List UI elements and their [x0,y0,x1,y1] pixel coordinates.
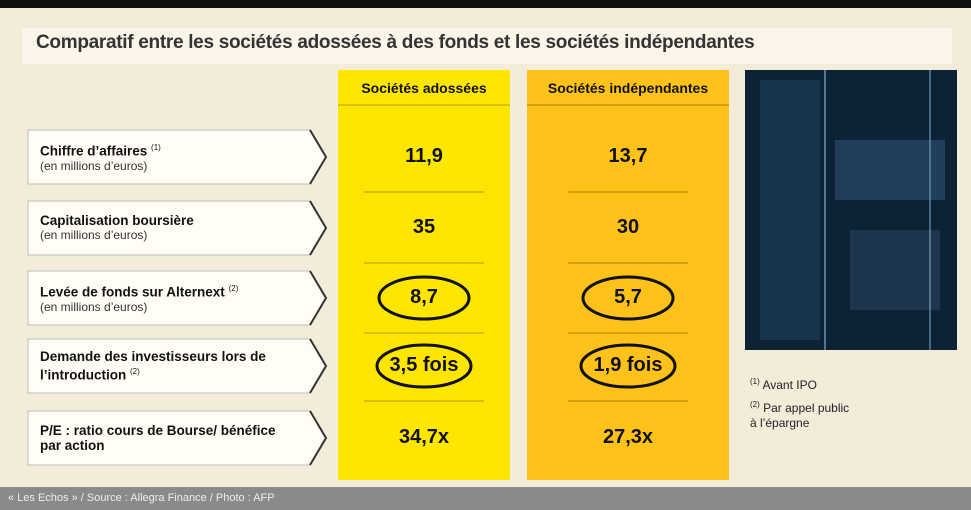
column-header: Sociétés indépendantes [537,80,719,96]
row-label: Demande des investisseurs lors de l’intr… [40,349,290,383]
cell-value: 34,7x [339,426,509,449]
photo-detail [835,140,945,200]
cell-value: 3,5 fois [339,354,509,377]
column-bg [527,70,729,480]
column-bg [338,70,510,480]
row-note: (1) [151,143,161,152]
cell-value: 13,7 [543,145,713,168]
cell-value: 11,9 [339,145,509,168]
cell-value: 5,7 [543,286,713,309]
photo-detail [760,80,820,340]
row-note: (2) [130,367,140,376]
cell-value: 30 [543,216,713,239]
row-note: (2) [229,284,239,293]
row-label: Capitalisation boursière(en millions d’e… [40,213,290,243]
top-bar [0,0,971,8]
row-label-text: Demande des investisseurs lors de l’intr… [40,349,266,383]
row-sublabel: (en millions d’euros) [40,159,290,174]
cell-value: 27,3x [543,426,713,449]
footnote-marker: (1) [750,377,760,386]
row-label-text: Chiffre d’affaires [40,144,147,159]
infographic: Comparatif entre les sociétés adossées à… [0,0,971,510]
row-label-text: Capitalisation boursière [40,213,194,228]
footnote-text: Par appel public à l’épargne [750,401,849,430]
column-header: Sociétés adossées [338,80,510,96]
cell-value: 8,7 [339,286,509,309]
row-label-text: Levée de fonds sur Alternext [40,285,225,300]
cell-value: 35 [339,216,509,239]
title: Comparatif entre les sociétés adossées à… [36,32,754,54]
source: « Les Echos » / Source : Allegra Finance… [8,492,275,504]
footnote-marker: (2) [750,400,760,409]
row-label: Chiffre d’affaires (1) (en millions d’eur… [40,140,290,174]
footnote: (2) Par appel public à l’épargne [750,397,850,431]
row-label: Levée de fonds sur Alternext (2) (en mill… [40,281,290,315]
cell-value: 1,9 fois [543,354,713,377]
row-sublabel: (en millions d’euros) [40,228,290,243]
row-label-text: P/E : ratio cours de Bourse/ bénéfice pa… [40,423,276,453]
footnote: (1) Avant IPO [750,374,850,393]
photo-detail [850,230,940,310]
footnote-text: Avant IPO [762,378,816,392]
row-label: P/E : ratio cours de Bourse/ bénéfice pa… [40,423,290,453]
row-sublabel: (en millions d’euros) [40,300,290,315]
